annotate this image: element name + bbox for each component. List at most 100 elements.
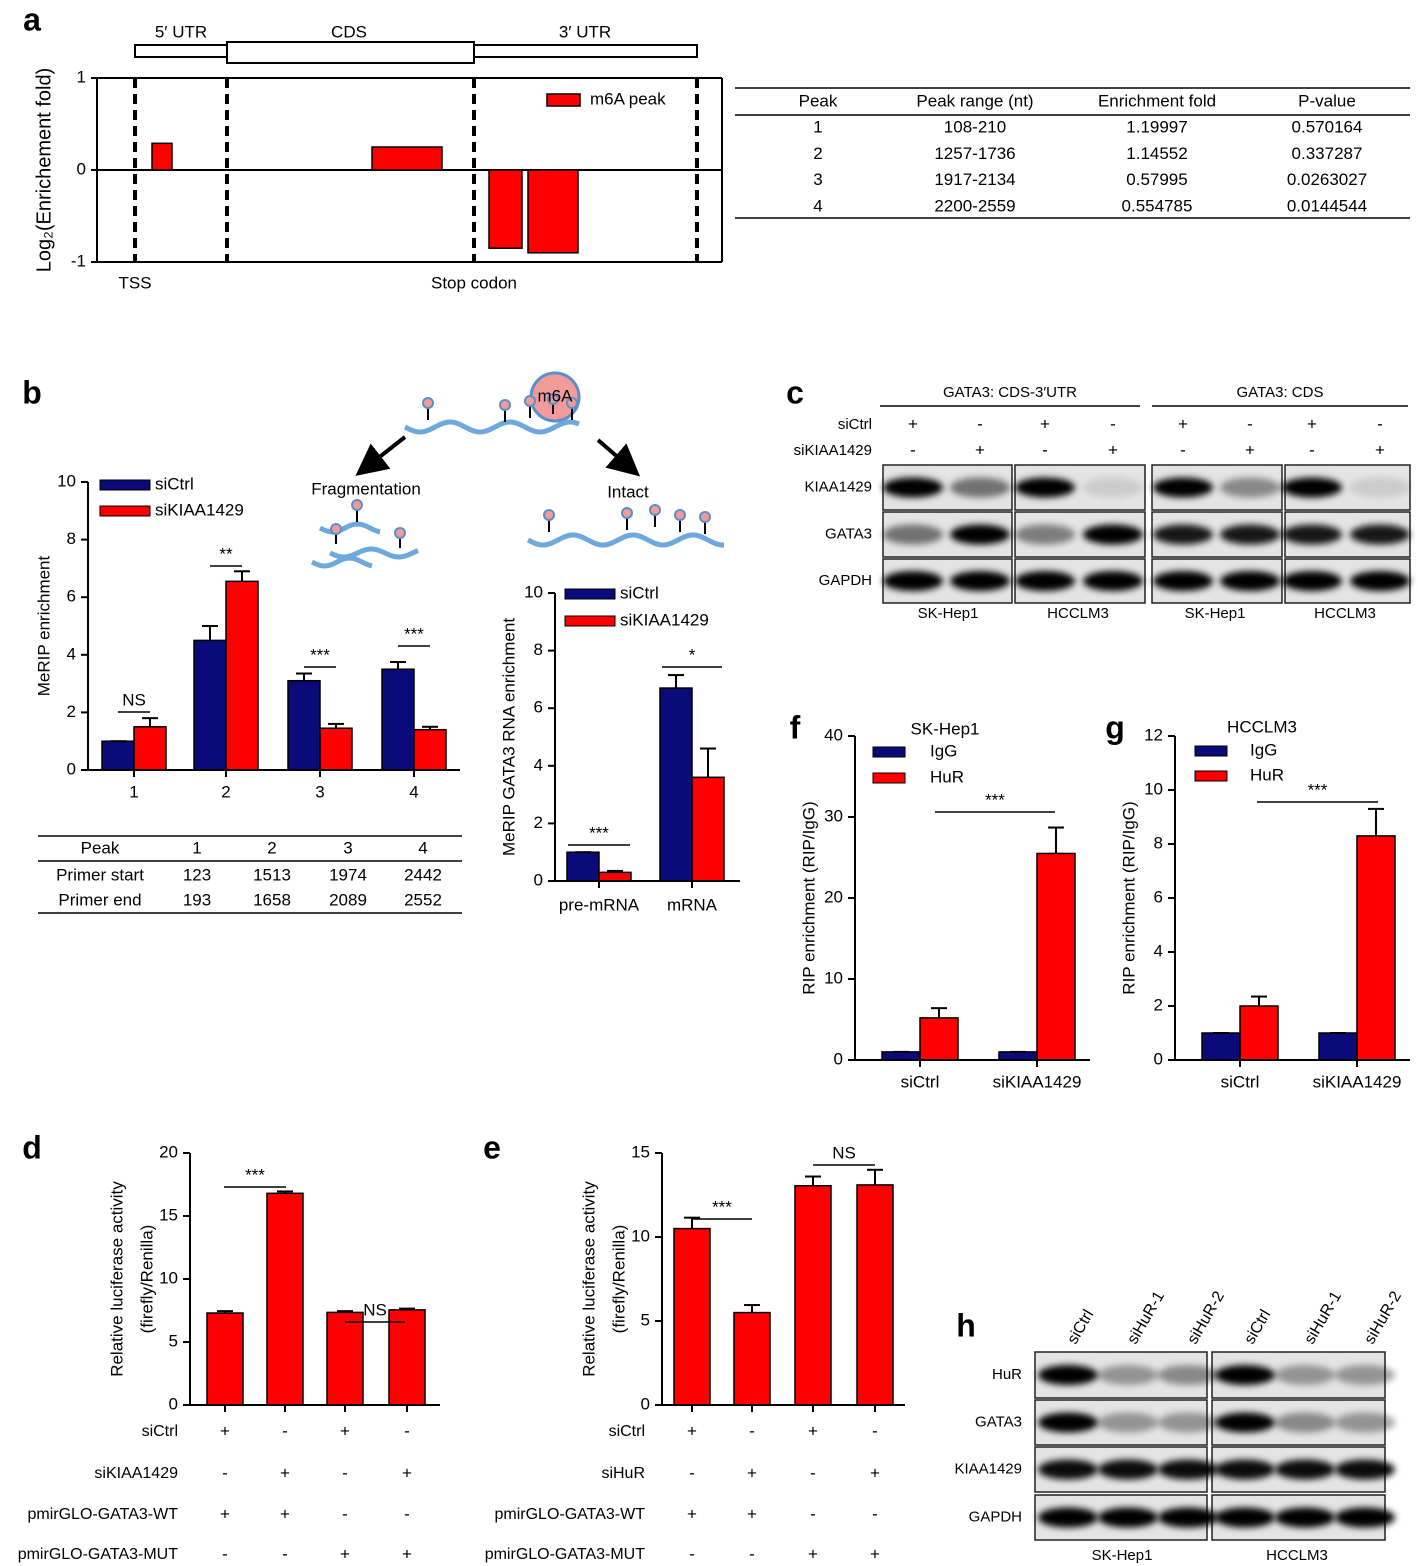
significance-label: *** [404, 624, 424, 643]
band [1038, 1365, 1098, 1385]
band [1350, 524, 1410, 545]
y-axis-label: MeRIP GATA3 RNA enrichment [499, 618, 518, 856]
y-axis-label: Log₂(Enrichement fold) [33, 68, 55, 273]
condition-label: siKIAA1429 [94, 1465, 178, 1482]
bar [488, 169, 523, 249]
table-cell: 1513 [253, 865, 291, 884]
chart-title: SK-Hep1 [911, 719, 980, 738]
blot-row-label: GATA3 [825, 525, 872, 542]
bar [659, 687, 693, 882]
lane-label: siHuR-1 [1301, 1288, 1345, 1347]
band [1275, 1412, 1335, 1433]
modification-label: m6A [538, 386, 574, 405]
x-tick-label: 4 [409, 782, 418, 801]
bar [326, 1311, 364, 1406]
condition-sign: + [1178, 414, 1188, 433]
condition-sign: + [340, 1544, 350, 1563]
error-bar [202, 625, 218, 641]
methyl-site [499, 399, 511, 411]
condition-sign: + [747, 1463, 757, 1482]
y-axis-label: RIP enrichment (RIP/IgG) [1119, 801, 1138, 994]
annotation: Stop codon [431, 273, 517, 292]
bar [1239, 1005, 1279, 1061]
condition-sign: - [282, 1421, 288, 1440]
table-cell: 2442 [404, 865, 442, 884]
condition-label: siCtrl [609, 1423, 645, 1440]
lane-label: siHuR-2 [1184, 1288, 1228, 1347]
y-tick-label: 6 [67, 587, 76, 606]
condition-sign: + [1040, 414, 1050, 433]
condition-sign: + [280, 1504, 290, 1523]
band [1098, 1412, 1158, 1433]
condition-sign: - [222, 1463, 228, 1482]
condition-label: siCtrl [142, 1423, 178, 1440]
band [1158, 1459, 1218, 1480]
panel-label: a [23, 1, 41, 37]
y-tick-label: 0 [641, 1394, 650, 1413]
panel-label: e [483, 1129, 501, 1165]
condition-sign: - [404, 1421, 410, 1440]
y-tick-label: 0 [1154, 1049, 1163, 1068]
lane-label: siCtrl [1241, 1307, 1274, 1347]
schematic [310, 393, 724, 569]
y-tick-label: 10 [824, 968, 843, 987]
lane-label: siHuR-2 [1361, 1288, 1405, 1347]
blot-group-label: GATA3: CDS-3′UTR [943, 384, 1077, 401]
condition-sign: - [1247, 414, 1253, 433]
error-bar [607, 869, 623, 873]
band [1098, 1365, 1158, 1385]
table-cell: 1257-1736 [934, 144, 1015, 163]
significance-label: NS [122, 690, 146, 709]
blot-row-label: KIAA1429 [804, 478, 872, 495]
y-tick-label: 4 [534, 755, 543, 774]
y-tick-label: 5 [641, 1310, 650, 1329]
y-tick-label: 0 [67, 759, 76, 778]
band [1015, 571, 1075, 591]
significance-label: * [689, 645, 696, 664]
annotation: CDS [331, 22, 367, 41]
condition-sign: - [689, 1463, 695, 1482]
band [1282, 571, 1342, 591]
band [1215, 1412, 1275, 1433]
table-cell: Primer end [58, 890, 141, 909]
rna-strand [526, 532, 724, 548]
condition-sign: - [749, 1544, 755, 1563]
blot-row-label: GAPDH [819, 572, 872, 589]
cell-line-label: HCCLM3 [1314, 605, 1376, 622]
error-bar [328, 722, 344, 729]
condition-sign: + [402, 1463, 412, 1482]
methyl-site [649, 504, 661, 516]
error-bar [805, 1175, 821, 1186]
error-bar [1048, 826, 1064, 854]
y-tick-label: 2 [534, 813, 543, 832]
y-tick-label: 0 [834, 1049, 843, 1068]
condition-sign: - [872, 1504, 878, 1523]
significance-label: ** [219, 544, 233, 563]
bar [1356, 835, 1396, 1061]
band [1220, 477, 1280, 498]
table-header: Enrichment fold [1098, 91, 1216, 110]
condition-sign: + [870, 1544, 880, 1563]
band [1220, 571, 1280, 591]
bar [998, 1051, 1038, 1061]
y-tick-label: 8 [534, 640, 543, 659]
significance-label: *** [985, 790, 1005, 809]
methyl-site [543, 509, 555, 521]
panel-label: d [22, 1129, 42, 1165]
band [1098, 1507, 1158, 1528]
condition-label: siCtrl [838, 416, 872, 433]
condition-sign: - [1180, 440, 1186, 459]
legend-swatch [1194, 745, 1228, 757]
bar [225, 580, 259, 771]
table-cell: Peak [81, 838, 120, 857]
blot-row-label: HuR [992, 1366, 1022, 1383]
band [1350, 477, 1410, 498]
condition-sign: - [810, 1504, 816, 1523]
condition-sign: + [975, 440, 985, 459]
error-bar [668, 674, 684, 689]
cell-line-label: HCCLM3 [1266, 1547, 1328, 1564]
bar [527, 169, 579, 254]
table-header: Peak [799, 91, 838, 110]
table-cell: 123 [183, 865, 211, 884]
methyl-site [674, 509, 686, 521]
